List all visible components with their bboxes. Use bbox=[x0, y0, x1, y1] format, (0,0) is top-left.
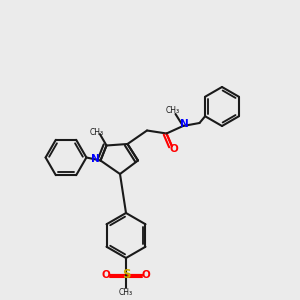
Text: CH₃: CH₃ bbox=[89, 128, 103, 137]
Text: O: O bbox=[141, 269, 150, 280]
Text: CH₃: CH₃ bbox=[119, 288, 133, 297]
Text: N: N bbox=[91, 154, 100, 164]
Text: S: S bbox=[122, 268, 130, 281]
Text: O: O bbox=[169, 143, 178, 154]
Text: O: O bbox=[102, 269, 111, 280]
Text: N: N bbox=[179, 118, 188, 129]
Text: CH₃: CH₃ bbox=[165, 106, 180, 116]
